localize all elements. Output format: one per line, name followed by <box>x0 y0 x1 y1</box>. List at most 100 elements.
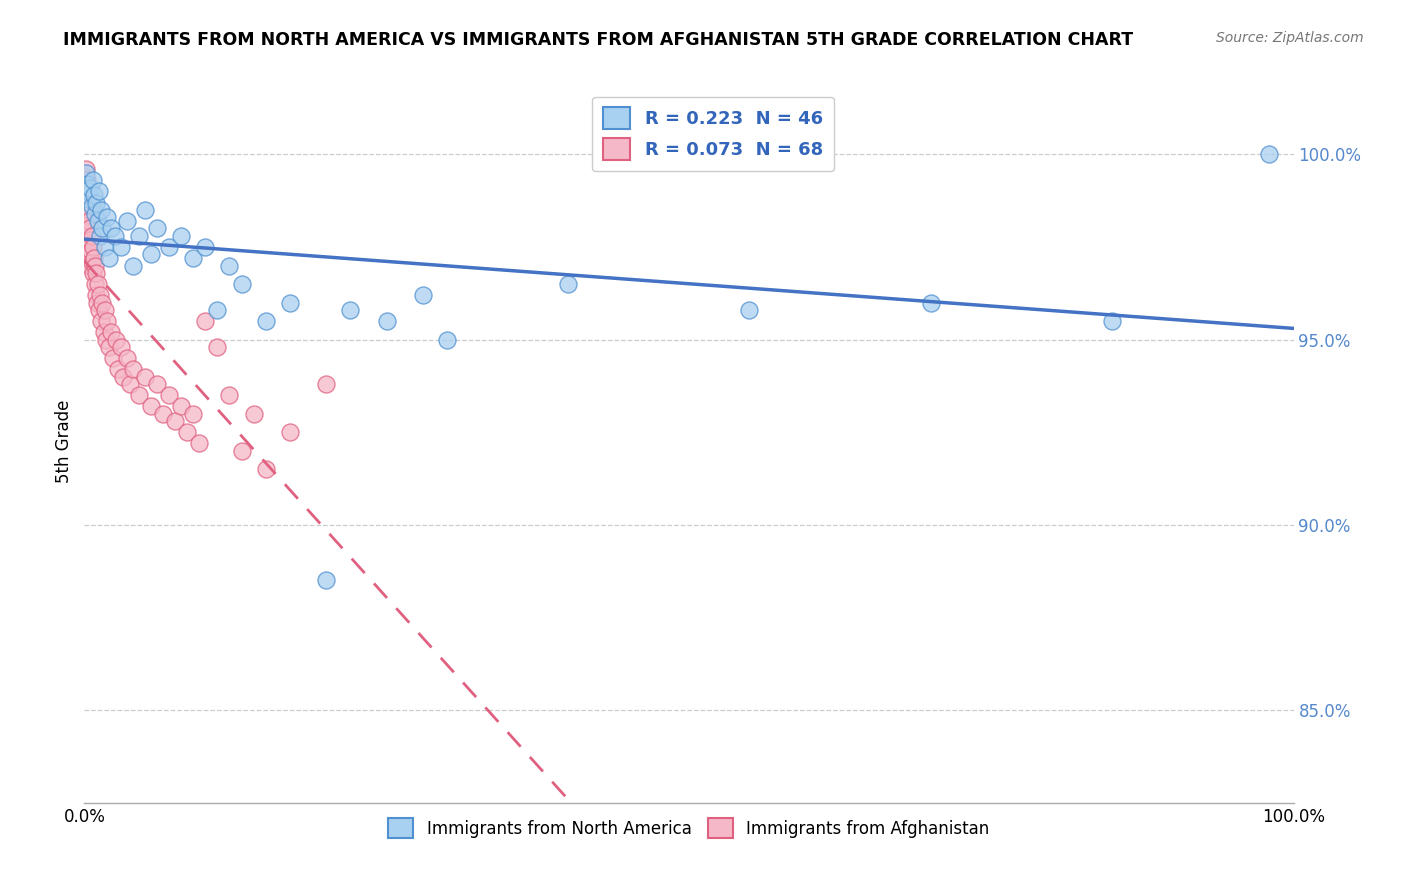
Point <box>254 314 277 328</box>
Point <box>104 228 127 243</box>
Point <box>97 340 120 354</box>
Point <box>188 436 211 450</box>
Point <box>73 169 96 184</box>
Point <box>207 340 229 354</box>
Point <box>86 266 108 280</box>
Point <box>76 214 98 228</box>
Point <box>79 247 101 261</box>
Point <box>86 214 108 228</box>
Point <box>75 162 97 177</box>
Point <box>231 443 253 458</box>
Point <box>83 277 105 291</box>
Point <box>86 295 108 310</box>
Point <box>96 314 118 328</box>
Point <box>96 211 118 225</box>
Point <box>75 180 97 194</box>
Point <box>121 362 143 376</box>
Point <box>94 240 117 254</box>
Point <box>76 185 98 199</box>
Point <box>80 244 103 258</box>
Point <box>90 314 112 328</box>
Point <box>75 188 97 202</box>
Point <box>128 228 150 243</box>
Point <box>77 192 100 206</box>
Point <box>94 333 117 347</box>
Point <box>315 574 337 588</box>
Point <box>134 202 156 217</box>
Point <box>242 407 264 421</box>
Point <box>91 221 114 235</box>
Point <box>207 303 229 318</box>
Point <box>93 325 115 339</box>
Point <box>112 369 135 384</box>
Point <box>110 240 132 254</box>
Point <box>100 221 122 235</box>
Point <box>94 303 117 318</box>
Point <box>157 388 180 402</box>
Point <box>77 225 100 239</box>
Point <box>100 325 122 339</box>
Point <box>557 277 579 291</box>
Point <box>139 400 162 414</box>
Point <box>79 233 101 247</box>
Point <box>181 407 204 421</box>
Point <box>83 251 105 265</box>
Point <box>82 240 104 254</box>
Point <box>83 188 105 202</box>
Point <box>75 177 97 191</box>
Point <box>121 259 143 273</box>
Point <box>77 236 100 251</box>
Point <box>1258 147 1281 161</box>
Point <box>84 207 107 221</box>
Point <box>412 288 434 302</box>
Point <box>79 259 101 273</box>
Point <box>1101 314 1123 328</box>
Point <box>194 314 217 328</box>
Point <box>84 259 107 273</box>
Point <box>77 202 100 217</box>
Point <box>152 407 174 421</box>
Point <box>157 240 180 254</box>
Point <box>218 259 240 273</box>
Point <box>76 207 98 221</box>
Text: IMMIGRANTS FROM NORTH AMERICA VS IMMIGRANTS FROM AFGHANISTAN 5TH GRADE CORRELATI: IMMIGRANTS FROM NORTH AMERICA VS IMMIGRA… <box>63 31 1133 49</box>
Point <box>139 247 162 261</box>
Point <box>75 166 97 180</box>
Point <box>80 228 103 243</box>
Point <box>89 228 111 243</box>
Point <box>176 425 198 440</box>
Point <box>87 303 110 318</box>
Point <box>82 173 104 187</box>
Point <box>76 199 98 213</box>
Point <box>339 303 361 318</box>
Point <box>76 177 98 191</box>
Point <box>86 195 108 210</box>
Point <box>218 388 240 402</box>
Point <box>231 277 253 291</box>
Point <box>146 221 169 235</box>
Point <box>76 173 98 187</box>
Point <box>436 333 458 347</box>
Point <box>375 314 398 328</box>
Point <box>115 351 138 366</box>
Point <box>120 377 142 392</box>
Point <box>86 277 108 291</box>
Point <box>82 266 104 280</box>
Point <box>146 377 169 392</box>
Point <box>77 214 100 228</box>
Point <box>738 303 761 318</box>
Point <box>82 255 104 269</box>
Point <box>79 180 101 194</box>
Point <box>278 295 301 310</box>
Point <box>87 185 110 199</box>
Legend: Immigrants from North America, Immigrants from Afghanistan: Immigrants from North America, Immigrant… <box>381 812 997 845</box>
Point <box>128 388 150 402</box>
Point <box>181 251 204 265</box>
Point <box>110 340 132 354</box>
Point <box>107 362 129 376</box>
Point <box>170 228 193 243</box>
Point <box>254 462 277 476</box>
Point <box>920 295 942 310</box>
Point <box>80 199 103 213</box>
Y-axis label: 5th Grade: 5th Grade <box>55 400 73 483</box>
